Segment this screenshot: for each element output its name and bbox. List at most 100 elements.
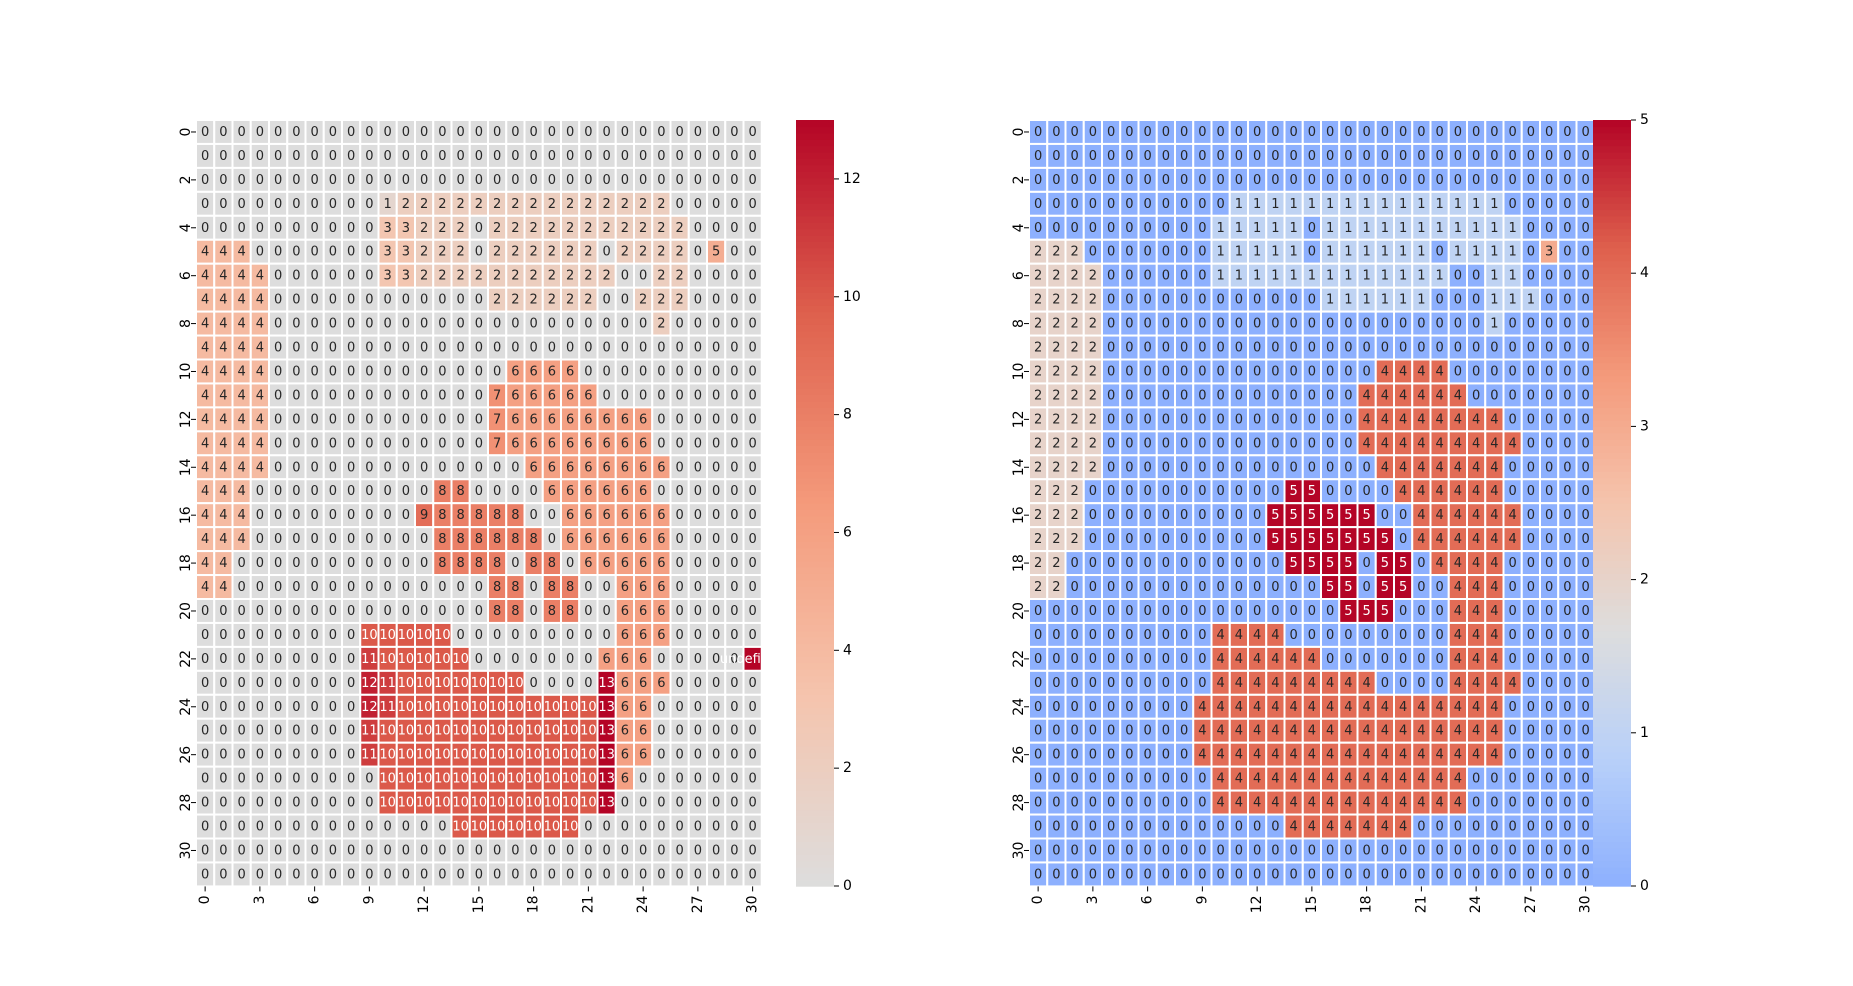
cell-label: 4 bbox=[1198, 724, 1206, 739]
cell-label: 0 bbox=[1472, 796, 1480, 811]
x-tick-label: 30 bbox=[1578, 895, 1594, 913]
cell-label: 0 bbox=[602, 245, 610, 260]
cell-label: 0 bbox=[1545, 317, 1553, 332]
cell-label: 4 bbox=[1198, 700, 1206, 715]
cell-label: 10 bbox=[562, 748, 579, 763]
cell-label: 2 bbox=[548, 269, 556, 284]
cell-label: 10 bbox=[379, 748, 396, 763]
cell-label: 0 bbox=[730, 436, 738, 451]
cell-label: 8 bbox=[456, 508, 464, 523]
colorbar-segment bbox=[1593, 311, 1631, 319]
colorbar-segment bbox=[796, 605, 834, 613]
cell-label: 0 bbox=[420, 293, 428, 308]
cell-label: 2 bbox=[511, 293, 519, 308]
cell-label: 6 bbox=[621, 484, 629, 499]
cell-label: 4 bbox=[1417, 748, 1425, 763]
cell-label: 0 bbox=[1216, 293, 1224, 308]
cell-label: 4 bbox=[1417, 484, 1425, 499]
cell-label: 0 bbox=[1545, 125, 1553, 140]
cell-label: 5 bbox=[1289, 508, 1297, 523]
cell-label: 0 bbox=[1581, 484, 1589, 499]
cell-label: 2 bbox=[1052, 269, 1060, 284]
cell-label: 4 bbox=[1344, 700, 1352, 715]
colorbar-segment bbox=[1593, 388, 1631, 396]
cell-label: 0 bbox=[347, 149, 355, 164]
cell-label: 2 bbox=[1052, 460, 1060, 475]
cell-label: 4 bbox=[1472, 412, 1480, 427]
cell-label: 0 bbox=[748, 676, 756, 691]
cell-label: 0 bbox=[675, 700, 683, 715]
cell-label: 1 bbox=[1435, 269, 1443, 284]
y-tick-label: 4 bbox=[1011, 223, 1027, 232]
cell-label: 0 bbox=[1454, 269, 1462, 284]
cell-label: 4 bbox=[1216, 772, 1224, 787]
cell-label: 0 bbox=[1162, 341, 1170, 356]
colorbar-segment bbox=[1593, 624, 1631, 632]
cell-label: 0 bbox=[1089, 508, 1097, 523]
cell-label: 5 bbox=[1362, 508, 1370, 523]
cell-label: 0 bbox=[584, 604, 592, 619]
colorbar-segment bbox=[796, 694, 834, 702]
cell-label: 0 bbox=[438, 867, 446, 882]
cell-label: 10 bbox=[580, 748, 597, 763]
colorbar-segment bbox=[1593, 822, 1631, 830]
cell-label: 0 bbox=[493, 652, 501, 667]
cell-label: 10 bbox=[398, 628, 415, 643]
cell-label: 6 bbox=[584, 508, 592, 523]
cell-label: 0 bbox=[657, 125, 665, 140]
cell-label: 10 bbox=[434, 700, 451, 715]
cell-label: 4 bbox=[1417, 412, 1425, 427]
cell-label: 5 bbox=[1308, 484, 1316, 499]
cell-label: 0 bbox=[438, 843, 446, 858]
cell-label: 0 bbox=[1125, 149, 1133, 164]
cell-label: 0 bbox=[511, 867, 519, 882]
cell-label: 0 bbox=[675, 724, 683, 739]
cell-label: 0 bbox=[1271, 125, 1279, 140]
colorbar-segment bbox=[1593, 343, 1631, 351]
cell-label: 4 bbox=[237, 269, 245, 284]
cell-label: 0 bbox=[694, 125, 702, 140]
cell-label: 0 bbox=[1527, 436, 1535, 451]
cell-label: 0 bbox=[1362, 149, 1370, 164]
cell-label: 0 bbox=[1308, 436, 1316, 451]
cell-label: 4 bbox=[1490, 484, 1498, 499]
colorbar-segment bbox=[796, 643, 834, 651]
cell-label: 1 bbox=[1271, 197, 1279, 212]
cell-label: 0 bbox=[292, 317, 300, 332]
cell-label: 0 bbox=[1399, 843, 1407, 858]
cell-label: 0 bbox=[730, 221, 738, 236]
cell-label: 0 bbox=[1216, 317, 1224, 332]
cell-label: 0 bbox=[310, 676, 318, 691]
cell-label: 0 bbox=[1180, 820, 1188, 835]
cell-label: 0 bbox=[1125, 724, 1133, 739]
cell-label: 0 bbox=[675, 628, 683, 643]
cell-label: 6 bbox=[602, 484, 610, 499]
cell-label: 0 bbox=[256, 221, 264, 236]
cell-label: 5 bbox=[1399, 556, 1407, 571]
cell-label: 0 bbox=[639, 772, 647, 787]
cell-label: 0 bbox=[1107, 221, 1115, 236]
cell-label: 1 bbox=[1435, 221, 1443, 236]
cell-label: 0 bbox=[730, 149, 738, 164]
cell-label: 0 bbox=[1344, 149, 1352, 164]
cell-label: 0 bbox=[548, 149, 556, 164]
cell-label: 0 bbox=[1435, 245, 1443, 260]
cell-label: 0 bbox=[657, 484, 665, 499]
cell-label: 0 bbox=[1545, 364, 1553, 379]
cell-label: 0 bbox=[329, 245, 337, 260]
cell-label: 0 bbox=[1235, 843, 1243, 858]
cell-label: 6 bbox=[529, 436, 537, 451]
cell-label: 5 bbox=[1399, 580, 1407, 595]
cell-label: 0 bbox=[1362, 341, 1370, 356]
cell-label: 0 bbox=[310, 484, 318, 499]
cell-label: 0 bbox=[292, 580, 300, 595]
cell-label: 0 bbox=[1089, 748, 1097, 763]
cell-label: 0 bbox=[292, 388, 300, 403]
colorbar-segment bbox=[1593, 298, 1631, 306]
cell-label: 6 bbox=[584, 460, 592, 475]
cell-label: 2 bbox=[657, 245, 665, 260]
cell-label: 0 bbox=[1490, 173, 1498, 188]
colorbar-segment bbox=[1593, 451, 1631, 460]
cell-label: 0 bbox=[347, 772, 355, 787]
cell-label: 0 bbox=[237, 843, 245, 858]
